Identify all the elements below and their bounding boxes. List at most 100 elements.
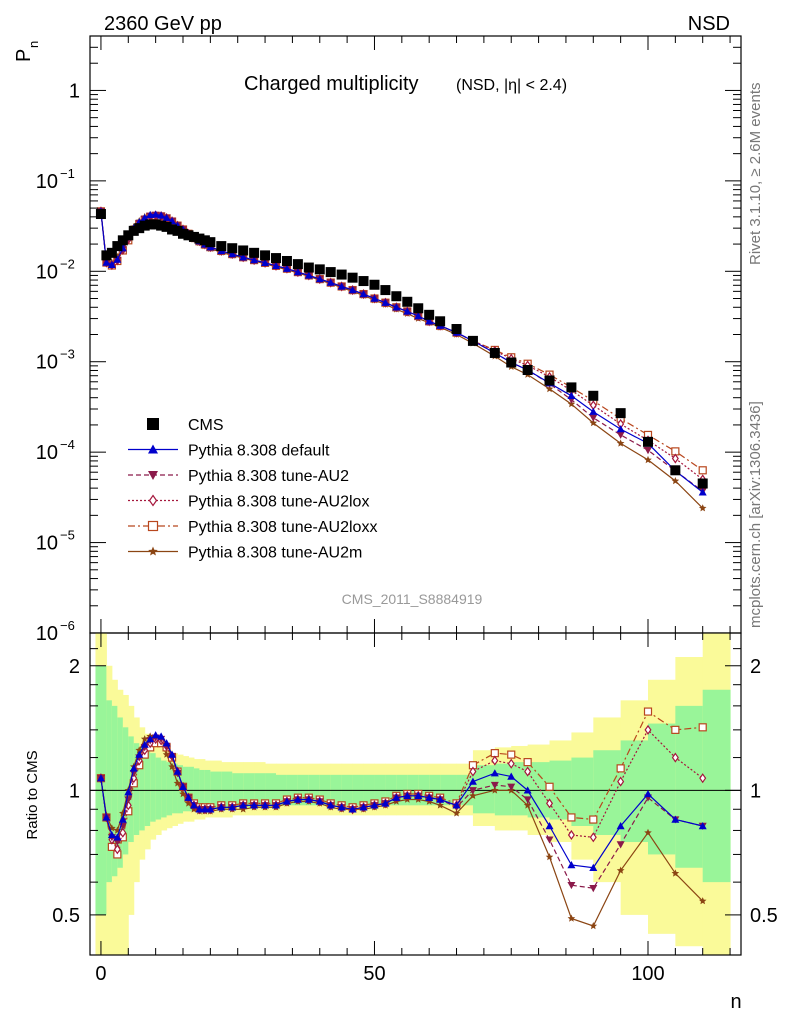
- ratio-point-au2lox: [524, 766, 532, 777]
- ratio-point-default: [168, 750, 177, 758]
- point-cms: [188, 231, 199, 242]
- uncertainty-bands: [95, 633, 731, 955]
- point-default: [567, 391, 576, 399]
- ratio-point-default: [157, 732, 166, 740]
- point-cms: [643, 436, 653, 447]
- ytick-exponent: −1: [60, 166, 75, 181]
- ratio-point-default: [616, 821, 625, 830]
- point-default: [326, 278, 335, 286]
- analysis-watermark: CMS_2011_S8884919: [342, 591, 483, 607]
- ratio-point-default: [250, 801, 259, 809]
- point-default: [315, 275, 324, 283]
- ratio-x-axis: 0 50 100: [95, 633, 731, 985]
- inner-band-segment: [144, 750, 151, 826]
- ytick-label: 10: [36, 352, 58, 374]
- ratio-y-axis: 0.5 0.5 1 1 2 2: [52, 648, 778, 927]
- legend-label-au2m: Pythia 8.308 tune-AU2m: [188, 545, 362, 562]
- ratio-point-default: [671, 815, 680, 823]
- ratio-point-default: [359, 803, 368, 811]
- ratio-point-default: [124, 788, 133, 796]
- point-default: [392, 303, 401, 311]
- ratio-point-default: [523, 786, 532, 794]
- inner-band-segment: [571, 757, 594, 826]
- ratio-point-default: [272, 801, 280, 809]
- inner-band-segment: [199, 769, 206, 810]
- plot-subtitle: (NSD, |η| < 2.4): [456, 77, 567, 94]
- ytick-exponent: −4: [60, 437, 75, 452]
- point-cms: [336, 269, 347, 280]
- main-series-group: [95, 206, 708, 512]
- point-default: [113, 255, 122, 263]
- point-au2: [589, 414, 598, 422]
- point-au2m: [567, 400, 576, 408]
- inner-band-segment: [188, 766, 195, 812]
- point-cms: [134, 223, 145, 234]
- inner-band-segment: [155, 757, 162, 820]
- main-plot-panel: 110−110−210−310−410−510−6 Charged multip…: [13, 35, 742, 645]
- inner-band-segment: [494, 763, 512, 816]
- ratio-point-default: [589, 863, 598, 871]
- ratio-point-au2: [490, 781, 499, 790]
- point-cms: [161, 221, 172, 232]
- ratio-point-au2: [468, 787, 477, 795]
- ratio-point-default: [545, 821, 554, 830]
- ratio-point-default: [293, 795, 302, 803]
- ratio-point-au2: [616, 841, 625, 849]
- ratio-point-au2loxx: [507, 750, 516, 759]
- point-cms: [150, 219, 161, 230]
- point-cms: [117, 235, 128, 246]
- point-default: [293, 268, 302, 276]
- ratio-point-default: [490, 769, 499, 777]
- ratio-point-au2loxx: [643, 707, 653, 716]
- point-cms: [194, 233, 205, 244]
- point-default: [359, 290, 368, 298]
- inner-band-segment: [111, 705, 118, 877]
- point-cms: [95, 209, 106, 220]
- main-plot-frame: [89, 35, 742, 634]
- ytick-label: 10: [36, 442, 58, 464]
- point-cms: [106, 247, 117, 258]
- ratio-ytick-label-right: 2: [750, 656, 761, 678]
- series-line-au2lox: [100, 211, 704, 480]
- ratio-point-au2loxx: [616, 764, 625, 773]
- ratio-point-au2m: [589, 922, 598, 930]
- inner-band-segment: [702, 689, 731, 883]
- point-default: [414, 312, 423, 320]
- point-default: [304, 271, 313, 279]
- ratio-point-default: [468, 777, 477, 785]
- point-default: [589, 407, 598, 415]
- point-default: [162, 213, 171, 222]
- point-default: [348, 286, 357, 294]
- legend-marker-au2loxx: [147, 520, 159, 532]
- ratio-point-default: [195, 805, 204, 813]
- point-au2loxx: [698, 466, 707, 475]
- ratio-point-au2m: [140, 735, 149, 743]
- point-au2m: [545, 384, 554, 393]
- ratio-point-au2lox: [699, 773, 707, 784]
- ratio-ytick-label: 2: [69, 656, 80, 678]
- point-cms: [167, 224, 178, 235]
- inner-band-segment: [620, 740, 649, 843]
- point-cms: [544, 375, 555, 386]
- ratio-plot-frame: [89, 632, 742, 956]
- point-cms: [303, 262, 314, 273]
- ratio-point-default: [162, 739, 171, 747]
- ytick-exponent: −5: [60, 528, 75, 543]
- point-cms: [435, 316, 446, 327]
- point-cms: [145, 219, 156, 230]
- point-cms: [402, 296, 413, 307]
- point-au2: [616, 431, 625, 439]
- ratio-point-default: [425, 793, 434, 801]
- inner-band-segment: [193, 768, 200, 810]
- ratio-point-au2lox: [119, 827, 127, 838]
- inner-band-segment: [172, 763, 179, 814]
- ratio-point-default: [96, 774, 105, 782]
- ratio-point-au2m: [644, 828, 652, 836]
- inner-band-segment: [122, 727, 129, 855]
- inner-band-segment: [527, 762, 551, 818]
- main-y-axis: 110−110−210−310−410−510−6: [36, 35, 741, 645]
- legend-label-au2: Pythia 8.308 tune-AU2: [188, 468, 349, 485]
- ratio-point-au2m: [616, 866, 625, 874]
- point-default: [239, 253, 248, 261]
